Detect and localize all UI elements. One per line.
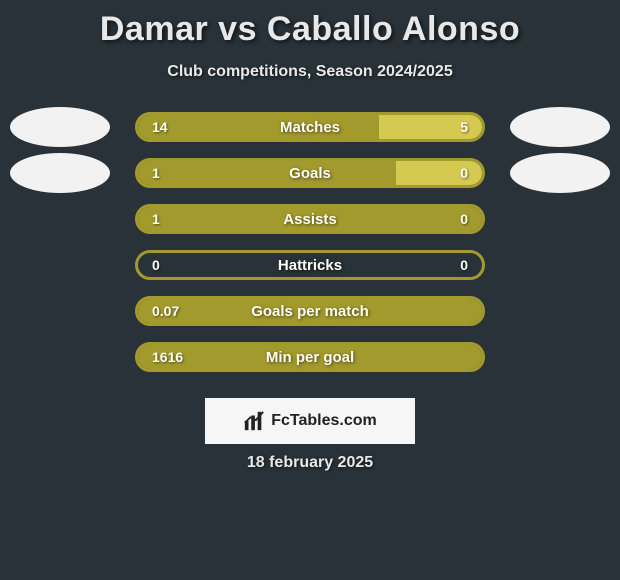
page-title: Damar vs Caballo Alonso <box>0 0 620 49</box>
stat-row: 10Goals <box>0 158 620 188</box>
value-right: 5 <box>460 115 468 139</box>
stat-bar: 1616Min per goal <box>135 342 485 372</box>
value-right: 0 <box>460 207 468 231</box>
subtitle: Club competitions, Season 2024/2025 <box>0 63 620 81</box>
value-left: 0.07 <box>152 299 179 323</box>
bar-left-fill <box>138 161 396 185</box>
chart-icon <box>243 410 265 432</box>
bar-left-fill <box>138 299 482 323</box>
value-left: 1 <box>152 207 160 231</box>
date-label: 18 february 2025 <box>0 454 620 472</box>
player-marker-right <box>510 153 610 193</box>
stat-row: 0 0Hattricks <box>0 250 620 280</box>
stat-bar: 10Assists <box>135 204 485 234</box>
bar-right-fill <box>396 161 482 185</box>
value-right: 0 <box>460 253 468 277</box>
value-right: 0 <box>460 161 468 185</box>
value-left: 1 <box>152 161 160 185</box>
bar-left-fill <box>138 207 482 231</box>
stats-container: 145Matches10Goals10Assists00Hattricks0.0… <box>0 112 620 388</box>
stat-bar: 145Matches <box>135 112 485 142</box>
stat-row: 10Assists <box>0 204 620 234</box>
stat-bar: 10Goals <box>135 158 485 188</box>
value-left: 1616 <box>152 345 183 369</box>
stat-label: Hattricks <box>138 253 482 277</box>
bar-left-fill <box>138 115 379 139</box>
brand-badge[interactable]: FcTables.com <box>205 398 415 444</box>
player-marker-right <box>510 107 610 147</box>
stat-row: 145Matches <box>0 112 620 142</box>
stat-row: 1616Min per goal <box>0 342 620 372</box>
bar-left-fill <box>138 345 482 369</box>
stat-row: 0.07Goals per match <box>0 296 620 326</box>
stat-bar: 0 0Hattricks <box>135 250 485 280</box>
player-marker-left <box>10 153 110 193</box>
stat-bar: 0.07Goals per match <box>135 296 485 326</box>
value-left: 14 <box>152 115 168 139</box>
player-marker-left <box>10 107 110 147</box>
brand-text: FcTables.com <box>271 412 377 430</box>
value-left: 0 <box>152 253 160 277</box>
